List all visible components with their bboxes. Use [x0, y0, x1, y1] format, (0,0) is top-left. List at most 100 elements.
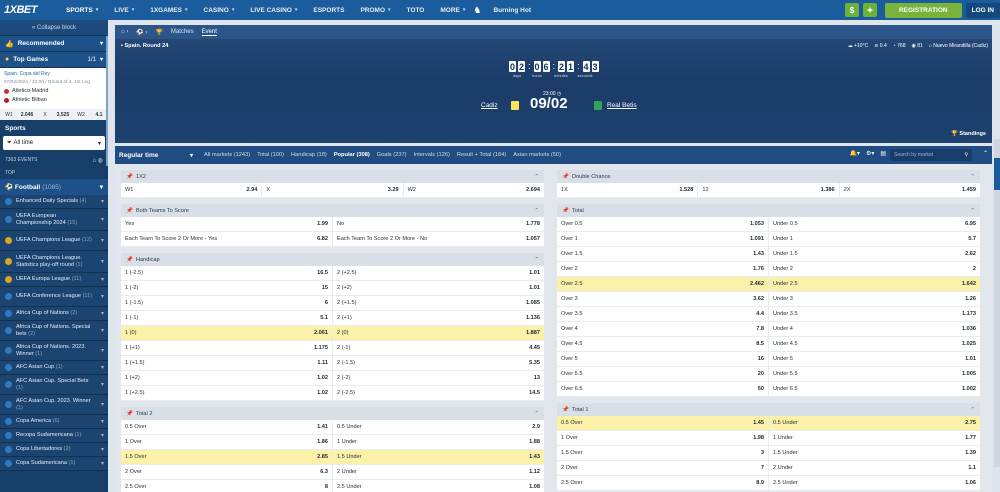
layout-icon[interactable]: ▤ [880, 151, 886, 157]
market-header[interactable]: 📌 Total 1 ⌃ [557, 403, 980, 416]
odds-cell[interactable]: Over 5 16 [557, 352, 769, 366]
sidebar-league-item[interactable]: Copa Libertadores (2) ▾ [0, 443, 108, 457]
odds-cell[interactable]: 2 (0) 1.887 [333, 326, 544, 340]
sidebar-league-item[interactable]: UEFA Champions League. Statistics play-o… [0, 251, 108, 273]
odds-cell[interactable]: 1 Under 1.77 [769, 431, 980, 445]
top-games-pager[interactable]: 1/1 [87, 56, 96, 63]
odds-cell[interactable]: 0.5 Over 1.45 [557, 416, 769, 430]
sidebar-league-item[interactable]: UEFA Europa League (11) ▾ [0, 273, 108, 287]
market-tab[interactable]: Popular (308) [333, 152, 370, 158]
odds-cell[interactable]: W1 2.94 [121, 183, 263, 197]
odds-cell[interactable]: 2 (-1) 4.45 [333, 341, 544, 355]
odds-cell[interactable]: 1.5 Over 2.85 [121, 450, 333, 464]
promo-link[interactable]: Burning Hot [493, 6, 531, 14]
odds-cell[interactable]: Over 6.5 50 [557, 382, 769, 396]
bell-icon[interactable]: 🔔▾ [849, 151, 860, 157]
nav-item-1xgames[interactable]: 1XGAMES ▾ [142, 0, 195, 20]
market-header[interactable]: 📌 Total 2 ⌃ [121, 407, 544, 420]
ball-icon[interactable]: ⚽ › [136, 29, 148, 36]
nav-item-sports[interactable]: SPORTS ▾ [58, 0, 106, 20]
odds-cell[interactable]: 1.5 Under 1.43 [333, 450, 544, 464]
sidebar-league-item[interactable]: Enhanced Daily Specials (4) ▾ [0, 195, 108, 209]
market-header[interactable]: 📌 1X2 ⌃ [121, 170, 544, 183]
sidebar-league-item[interactable]: UEFA Champions League (12) ▾ [0, 231, 108, 251]
odds-cell[interactable]: 1 Over 1.86 [121, 435, 333, 449]
gear-icon[interactable]: ⚙▾ [865, 151, 875, 157]
odds-cell[interactable]: 1 Under 1.88 [333, 435, 544, 449]
away-team-link[interactable]: Real Betis [607, 102, 637, 109]
odds-cell[interactable]: 1 (-2.5) 16.5 [121, 266, 333, 280]
sidebar-league-item[interactable]: AFC Asian Cup (1) ▾ [0, 361, 108, 375]
odds-cell[interactable]: 1 (+2.5) 1.02 [121, 386, 333, 400]
odds-cell[interactable]: 2 (+2) 1.01 [333, 281, 544, 295]
odds-cell[interactable]: Under 1.5 2.62 [769, 247, 980, 261]
odds-cell[interactable]: 1 (+1) 1.175 [121, 341, 333, 355]
sidebar-league-item[interactable]: UEFA European Championship 2024 (15) ▾ [0, 209, 108, 231]
odds-cell[interactable]: 2X 1.459 [840, 183, 980, 197]
sidebar-league-item[interactable]: Copa America (6) ▾ [0, 415, 108, 429]
tab-matches[interactable]: Matches [170, 29, 194, 35]
odds-cell[interactable]: Over 2.5 2.462 [557, 277, 769, 291]
regular-time-select[interactable]: Regular time ▾ [119, 152, 197, 159]
odds-cell[interactable]: Over 2 1.76 [557, 262, 769, 276]
odds-cell[interactable]: 0.5 Under 2.9 [333, 420, 544, 434]
pin-icon[interactable]: 📌 [126, 410, 133, 417]
odds-cell[interactable]: X 3.29 [262, 183, 404, 197]
sidebar-league-item[interactable]: AFC Asian Cup. 2023. Winner (1) ▾ [0, 395, 108, 415]
odds-cell[interactable]: 2 Over 6.3 [121, 465, 333, 479]
collapse-block-button[interactable]: « Collapse block [0, 20, 108, 36]
market-tab[interactable]: All markets (1243) [204, 152, 251, 158]
odds-cell[interactable]: Over 1.5 1.43 [557, 247, 769, 261]
nav-item-casino[interactable]: CASINO ▾ [196, 0, 243, 20]
odds-cell[interactable]: 1 (-1.5) 6 [121, 296, 333, 310]
market-tab[interactable]: Handicap (18) [291, 152, 327, 158]
logo[interactable]: 1XBET [4, 4, 37, 16]
odds-cell[interactable]: Under 6.5 1.002 [769, 382, 980, 396]
odds-cell[interactable]: Over 4 7.8 [557, 322, 769, 336]
pin-icon[interactable]: 📌 [126, 256, 133, 263]
market-tab[interactable]: Total (100) [257, 152, 285, 158]
odds-cell[interactable]: 1.5 Over 3 [557, 446, 769, 460]
market-search-input[interactable]: Search by market ⚲ [890, 149, 972, 161]
odds-cell[interactable]: 2.5 Over 8 [121, 480, 333, 492]
collapse-markets-icon[interactable]: ⌃ [982, 151, 988, 157]
market-tab[interactable]: Result + Total (184) [456, 152, 507, 158]
odds-cell[interactable]: Over 5.5 20 [557, 367, 769, 381]
odds-cell[interactable]: Under 3 1.26 [769, 292, 980, 306]
odds-cell[interactable]: 2 (-1.5) 5.35 [333, 356, 544, 370]
pin-icon[interactable]: 📌 [562, 207, 569, 214]
home-globe-icons[interactable]: ⌂ ◍ [92, 157, 103, 164]
page-scrollbar[interactable] [994, 139, 1000, 467]
time-filter-select[interactable]: ⏷ All time ▾ [3, 136, 105, 150]
odds-cell[interactable]: Yes 1.99 [121, 217, 333, 231]
odds-cell[interactable]: 2.5 Under 1.08 [333, 480, 544, 492]
odds-cell[interactable]: 1 (+1.5) 1.11 [121, 356, 333, 370]
sidebar-scrollbar[interactable] [106, 36, 108, 166]
odds-cell[interactable]: Under 0.5 6.95 [769, 217, 980, 231]
trophy-icon[interactable]: 🏆 [155, 29, 163, 36]
gift-icon[interactable]: ✦ [862, 3, 877, 17]
odds-label[interactable]: W2 [77, 111, 85, 118]
odds-cell[interactable]: Under 1 5.7 [769, 232, 980, 246]
odds-cell[interactable]: Over 3 3.62 [557, 292, 769, 306]
odds-cell[interactable]: 1 (-1) 5.1 [121, 311, 333, 325]
top-games-header[interactable]: ● Top Games 1/1 ▾ [0, 52, 108, 68]
login-button[interactable]: LOG IN [965, 2, 1000, 18]
odds-cell[interactable]: 2 (-2) 13 [333, 371, 544, 385]
odds-cell[interactable]: 2 Under 1.12 [333, 465, 544, 479]
home-icon[interactable]: ⌂ › [121, 29, 129, 35]
sidebar-league-item[interactable]: Africa Cup of Nations. Special bets (2) ▾ [0, 321, 108, 341]
odds-cell[interactable]: Over 3.5 4.4 [557, 307, 769, 321]
dollar-button[interactable]: $ [844, 3, 859, 17]
odds-cell[interactable]: 12 1.386 [698, 183, 840, 197]
market-header[interactable]: 📌 Handicap ⌃ [121, 253, 544, 266]
odds-cell[interactable]: 2 Under 1.1 [769, 461, 980, 475]
recommended-header[interactable]: 👍 Recommended ▾ [0, 36, 108, 52]
odds-cell[interactable]: Over 1 1.091 [557, 232, 769, 246]
sidebar-league-item[interactable]: Africa Cup of Nations. 2023. Winner (1) ▾ [0, 341, 108, 361]
odds-cell[interactable]: Over 4.5 8.5 [557, 337, 769, 351]
odds-cell[interactable]: 1 (0) 2.061 [121, 326, 333, 340]
odds-cell[interactable]: 2 (+1) 1.136 [333, 311, 544, 325]
odds-cell[interactable]: Under 4.5 1.025 [769, 337, 980, 351]
odds-value[interactable]: 4.1 [95, 111, 103, 118]
